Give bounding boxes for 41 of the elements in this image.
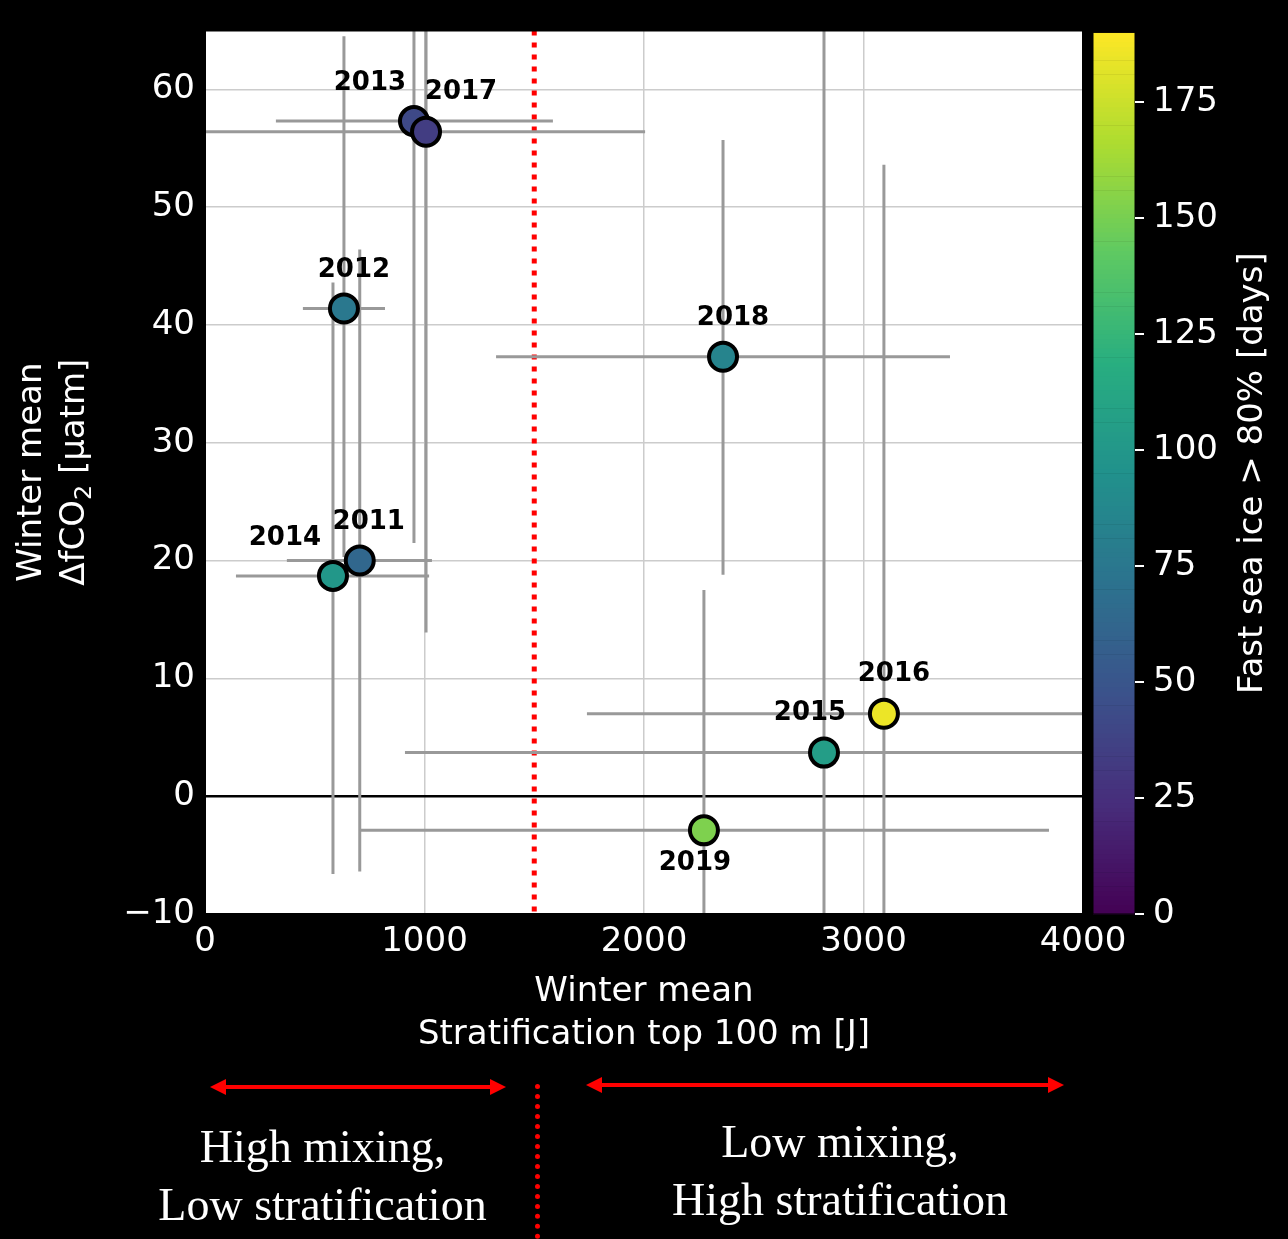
point: [316, 559, 349, 592]
annotation: 2013: [333, 65, 407, 96]
color-bar-label: 0: [1153, 890, 1175, 931]
annotation: 2011: [332, 505, 405, 536]
point: [410, 115, 443, 148]
color-bar-label: 150: [1153, 194, 1218, 235]
color-bar-label: 25: [1153, 774, 1197, 815]
color-bar-label: 100: [1153, 426, 1218, 467]
y-tick-label: −10: [123, 890, 195, 931]
color-bar-title: Fast sea ice > 80% [days]: [1229, 252, 1270, 695]
point: [687, 814, 720, 847]
annotation: 2015: [773, 696, 847, 727]
x-tick-label: 3000: [820, 919, 907, 960]
y-tick-label: 10: [151, 655, 195, 696]
x-axis-title: Winter mean Stratification top 100 m [J]: [417, 968, 871, 1052]
point: [327, 292, 360, 325]
x-tick-label: 2000: [600, 919, 688, 960]
point: [867, 697, 900, 730]
point: [707, 340, 740, 373]
y-tick-label: 0: [173, 773, 195, 814]
color-bar-label: 75: [1153, 542, 1197, 583]
annotation: 2019: [658, 846, 732, 877]
y-tick-label: 20: [151, 537, 195, 578]
annotation: 2012: [317, 253, 391, 284]
color-bar-label: 125: [1153, 310, 1218, 351]
y-tick-label: 60: [151, 66, 195, 107]
text: Low mixing, High stratification: [671, 1115, 1009, 1227]
y-tick-label: 40: [151, 301, 195, 342]
color-bar-label: 50: [1153, 658, 1197, 699]
annotation: 2017: [424, 75, 498, 106]
point: [343, 544, 376, 577]
annotation: 2014: [248, 520, 322, 551]
y-tick-label: 50: [151, 183, 195, 224]
annotation: 2016: [857, 657, 931, 688]
y-tick-label: 30: [151, 419, 195, 460]
x-tick-label: 4000: [1039, 919, 1127, 960]
annotation: 2018: [696, 301, 770, 332]
point: [807, 736, 840, 769]
x-tick-label: 1000: [381, 919, 468, 960]
text: High mixing, Low stratification: [157, 1120, 488, 1232]
color-bar-label: 175: [1153, 78, 1218, 119]
